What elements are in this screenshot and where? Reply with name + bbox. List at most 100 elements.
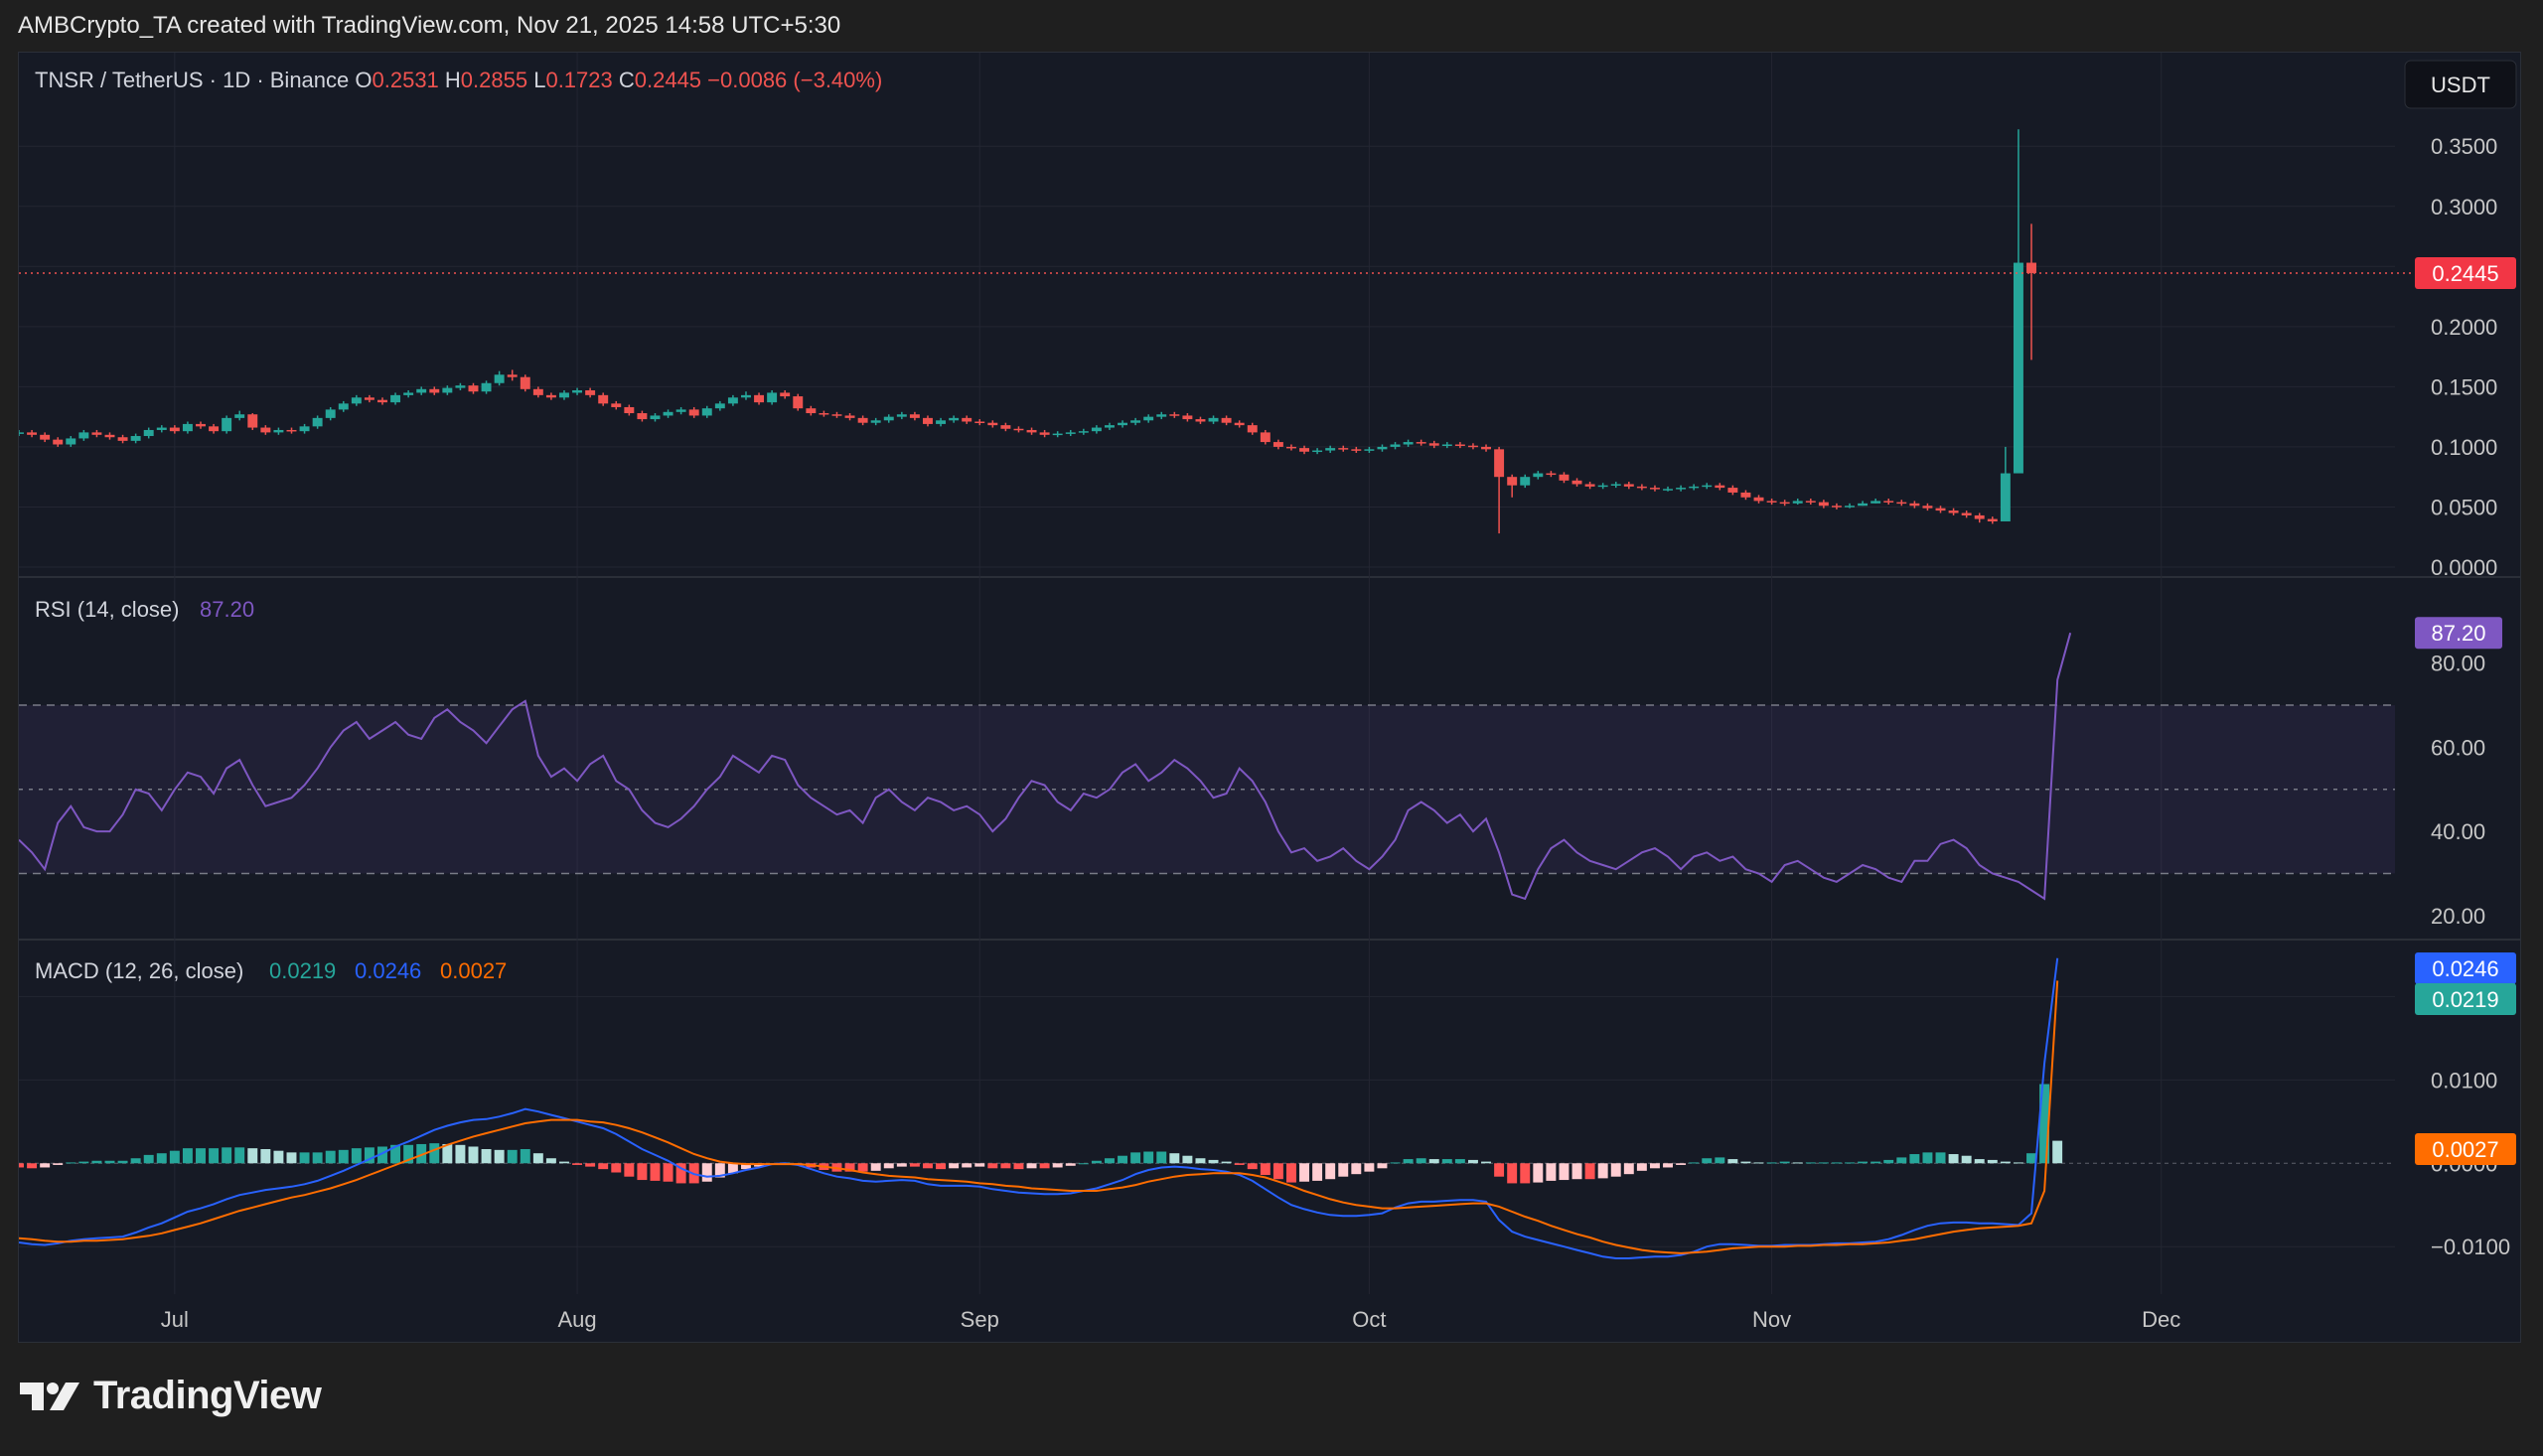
candle-body (1507, 477, 1518, 486)
macd-title: MACD (12, 26, close) (35, 958, 243, 983)
legend-c-val: 0.2445 (635, 68, 707, 92)
macd-line (19, 957, 2059, 1259)
macd-hist-bar (1792, 1162, 1803, 1164)
macd-hist-bar (1195, 1158, 1206, 1164)
candle-body (403, 392, 414, 395)
legend-l: L (533, 68, 545, 92)
candle-body (429, 388, 440, 393)
candle-body (1676, 488, 1687, 490)
currency-button[interactable] (2404, 60, 2517, 109)
candle-body (714, 403, 725, 409)
candle-body (1091, 427, 1102, 432)
candle-body (883, 416, 894, 421)
macd-hist-bar (1987, 1159, 1998, 1164)
macd-hist-bar (1727, 1159, 1738, 1164)
macd-hist-bar (1676, 1163, 1687, 1165)
macd-histogram (19, 1084, 2063, 1184)
candle-body (481, 382, 492, 392)
macd-hist-bar (1481, 1161, 1491, 1164)
macd-hist-bar (299, 1152, 310, 1164)
macd-hist-bar (857, 1163, 868, 1172)
candle-body (507, 374, 518, 377)
macd-hist-bar (2013, 1162, 2023, 1164)
candle-body (1247, 425, 1258, 433)
candle-body (273, 429, 284, 433)
candle-body (1559, 474, 1570, 481)
macd-hist-bar (532, 1153, 543, 1164)
macd-hist-bar (559, 1161, 569, 1164)
candle-body (182, 423, 193, 432)
macd-badge-label-top: 0.0246 (2432, 956, 2498, 981)
x-tick-label: Aug (557, 1307, 596, 1332)
macd-hist-bar (545, 1158, 556, 1164)
candle-body (857, 417, 868, 423)
macd-badge-label-low: 0.0027 (2432, 1137, 2498, 1162)
macd-hist-bar (351, 1148, 362, 1164)
candle-body (870, 420, 881, 423)
rsi-value-badge-label: 87.20 (2431, 621, 2485, 646)
chart-canvas[interactable]: Jul Aug Sep Oct Nov Dec 0.0000 0.0500 0.1000 0.15… (19, 53, 2521, 1343)
candle-body (1013, 428, 1024, 431)
macd-hist-bar (1494, 1163, 1505, 1177)
macd-hist-bar (182, 1148, 193, 1164)
macd-hist-bar (675, 1163, 686, 1184)
candle-body (936, 420, 947, 424)
macd-hist-bar (1649, 1163, 1660, 1169)
currency-button-label: USDT (2431, 73, 2490, 97)
macd-legend-macd: 0.0219 (269, 958, 336, 983)
candle-body (1208, 417, 1219, 422)
candle-body (637, 413, 648, 420)
macd-hist-bar (624, 1163, 635, 1177)
price-candles (19, 129, 2036, 534)
rsi-y-tick-label: 40.00 (2431, 819, 2485, 844)
macd-hist-bar (416, 1143, 427, 1164)
tradingview-chart[interactable]: Jul Aug Sep Oct Nov Dec 0.0000 0.0500 0.1000 0.15… (18, 52, 2521, 1343)
macd-hist-bar (40, 1163, 51, 1168)
candle-body (806, 408, 817, 414)
candle-body (40, 434, 51, 440)
candle-body (130, 436, 141, 441)
candle-body (1105, 425, 1115, 428)
macd-hist-bar (286, 1152, 297, 1164)
legend-symbol-title: TNSR / TetherUS · 1D · Binance (35, 68, 355, 92)
candle-body (520, 376, 530, 389)
macd-hist-bar (883, 1163, 894, 1169)
legend-c: C (619, 68, 635, 92)
candle-body (1377, 446, 1388, 450)
candle-body (494, 374, 505, 383)
candle-body (66, 438, 76, 445)
macd-hist-bar (442, 1143, 453, 1164)
candle-body (299, 426, 310, 432)
macd-hist-bar (1961, 1155, 1972, 1164)
macd-hist-bar (377, 1146, 387, 1164)
macd-hist-bar (1338, 1163, 1349, 1177)
candle-body (1130, 420, 1141, 423)
macd-hist-bar (338, 1149, 349, 1164)
rsi-value-badge (2415, 617, 2502, 650)
macd-hist-bar (247, 1148, 258, 1164)
candle-body (286, 429, 297, 432)
macd-hist-bar (1312, 1163, 1323, 1181)
macd-hist-bar (1454, 1159, 1465, 1164)
candle-body (1546, 473, 1557, 476)
macd-hist-bar (1845, 1162, 1855, 1164)
macd-hist-bar (364, 1147, 374, 1164)
candle-body (1260, 432, 1271, 443)
macd-hist-bar (143, 1154, 154, 1164)
candle-body (1883, 501, 1894, 503)
candle-body (949, 417, 960, 421)
macd-hist-bar (1299, 1163, 1309, 1182)
candle-body (234, 414, 245, 418)
macd-badge-mid (2415, 983, 2516, 1015)
macd-hist-bar (1805, 1162, 1816, 1164)
macd-hist-bar (222, 1147, 232, 1164)
candle-body (1974, 514, 1985, 519)
candle-body (545, 394, 556, 398)
candle-body (1935, 508, 1946, 511)
candle-body (351, 397, 362, 404)
macd-hist-bar (1610, 1163, 1621, 1177)
macd-hist-bar (66, 1162, 76, 1164)
candle-body (1416, 442, 1426, 444)
candle-body (1520, 477, 1531, 486)
macd-hist-bar (2039, 1084, 2050, 1164)
